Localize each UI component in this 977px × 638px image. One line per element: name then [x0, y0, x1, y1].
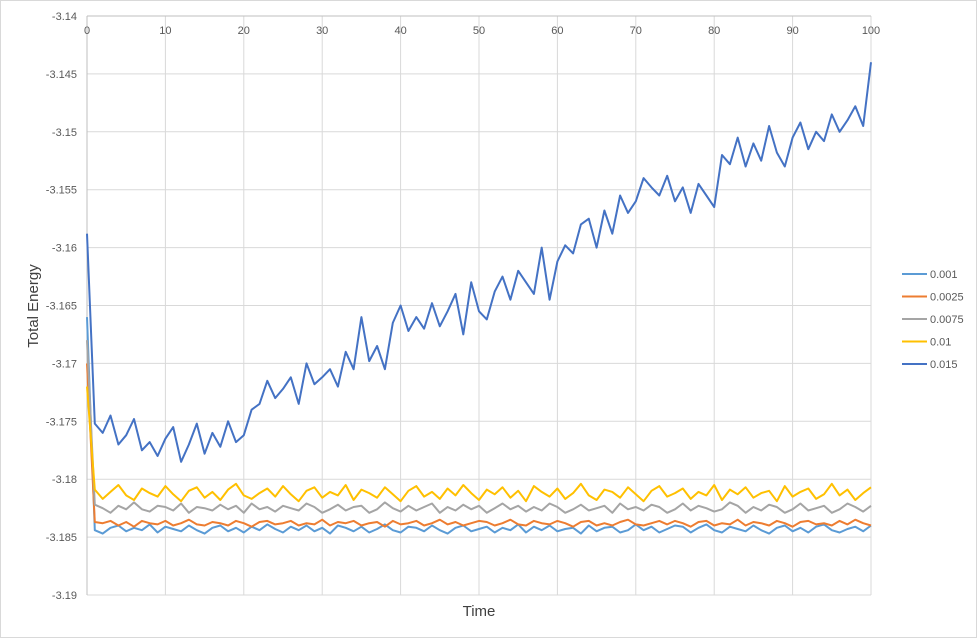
x-tick-label: 10	[159, 25, 171, 37]
y-tick-label: -3.14	[52, 11, 77, 23]
x-axis-title: Time	[463, 603, 496, 620]
legend-label: 0.0075	[930, 314, 964, 326]
legend-label: 0.001	[930, 269, 958, 281]
y-tick-label: -3.185	[46, 532, 77, 544]
legend-label: 0.01	[930, 337, 951, 349]
y-tick-label: -3.15	[52, 127, 77, 139]
series-line-0.01	[86, 386, 872, 503]
series-line-0.015	[86, 62, 872, 463]
x-tick-label: 90	[786, 25, 798, 37]
x-tick-label: 80	[708, 25, 720, 37]
series-line-0.0075	[86, 340, 872, 514]
y-tick-label: -3.155	[46, 185, 77, 197]
y-tick-label: -3.145	[46, 69, 77, 81]
legend: 0.001 0.0025 0.0075 0.01 0.015	[902, 269, 964, 371]
x-tick-label: 70	[630, 25, 642, 37]
y-tick-label: -3.16	[52, 243, 77, 255]
y-tick-label: -3.18	[52, 474, 77, 486]
legend-item[interactable]: 0.0075	[902, 314, 964, 326]
x-tick-label: 60	[551, 25, 563, 37]
x-tick-label: 20	[238, 25, 250, 37]
y-tick-label: -3.165	[46, 301, 77, 313]
legend-item[interactable]: 0.015	[902, 359, 958, 371]
x-tick-label: 0	[84, 25, 90, 37]
series-lines	[86, 62, 872, 535]
series-line-0.0025	[86, 363, 872, 528]
gridlines	[86, 15, 872, 596]
x-tick-label: 100	[862, 25, 880, 37]
x-tick-label: 30	[316, 25, 328, 37]
legend-label: 0.0025	[930, 292, 964, 304]
series-line-0.001	[86, 317, 872, 535]
y-tick-label: -3.17	[52, 358, 77, 370]
y-tick-label: -3.175	[46, 416, 77, 428]
legend-item[interactable]: 0.01	[902, 337, 951, 349]
x-tick-label: 50	[473, 25, 485, 37]
x-tick-label: 40	[394, 25, 406, 37]
legend-item[interactable]: 0.001	[902, 269, 958, 281]
y-axis-tick-labels: -3.14 -3.145 -3.15 -3.155 -3.16 -3.165 -3.17 -3…	[46, 11, 77, 602]
legend-label: 0.015	[930, 359, 958, 371]
y-axis-title: Total Energy	[25, 264, 42, 348]
x-axis-tick-labels: 0 10 20 30 40 50 60 70 80 90 100	[84, 25, 880, 37]
legend-item[interactable]: 0.0025	[902, 292, 964, 304]
y-tick-label: -3.19	[52, 590, 77, 602]
